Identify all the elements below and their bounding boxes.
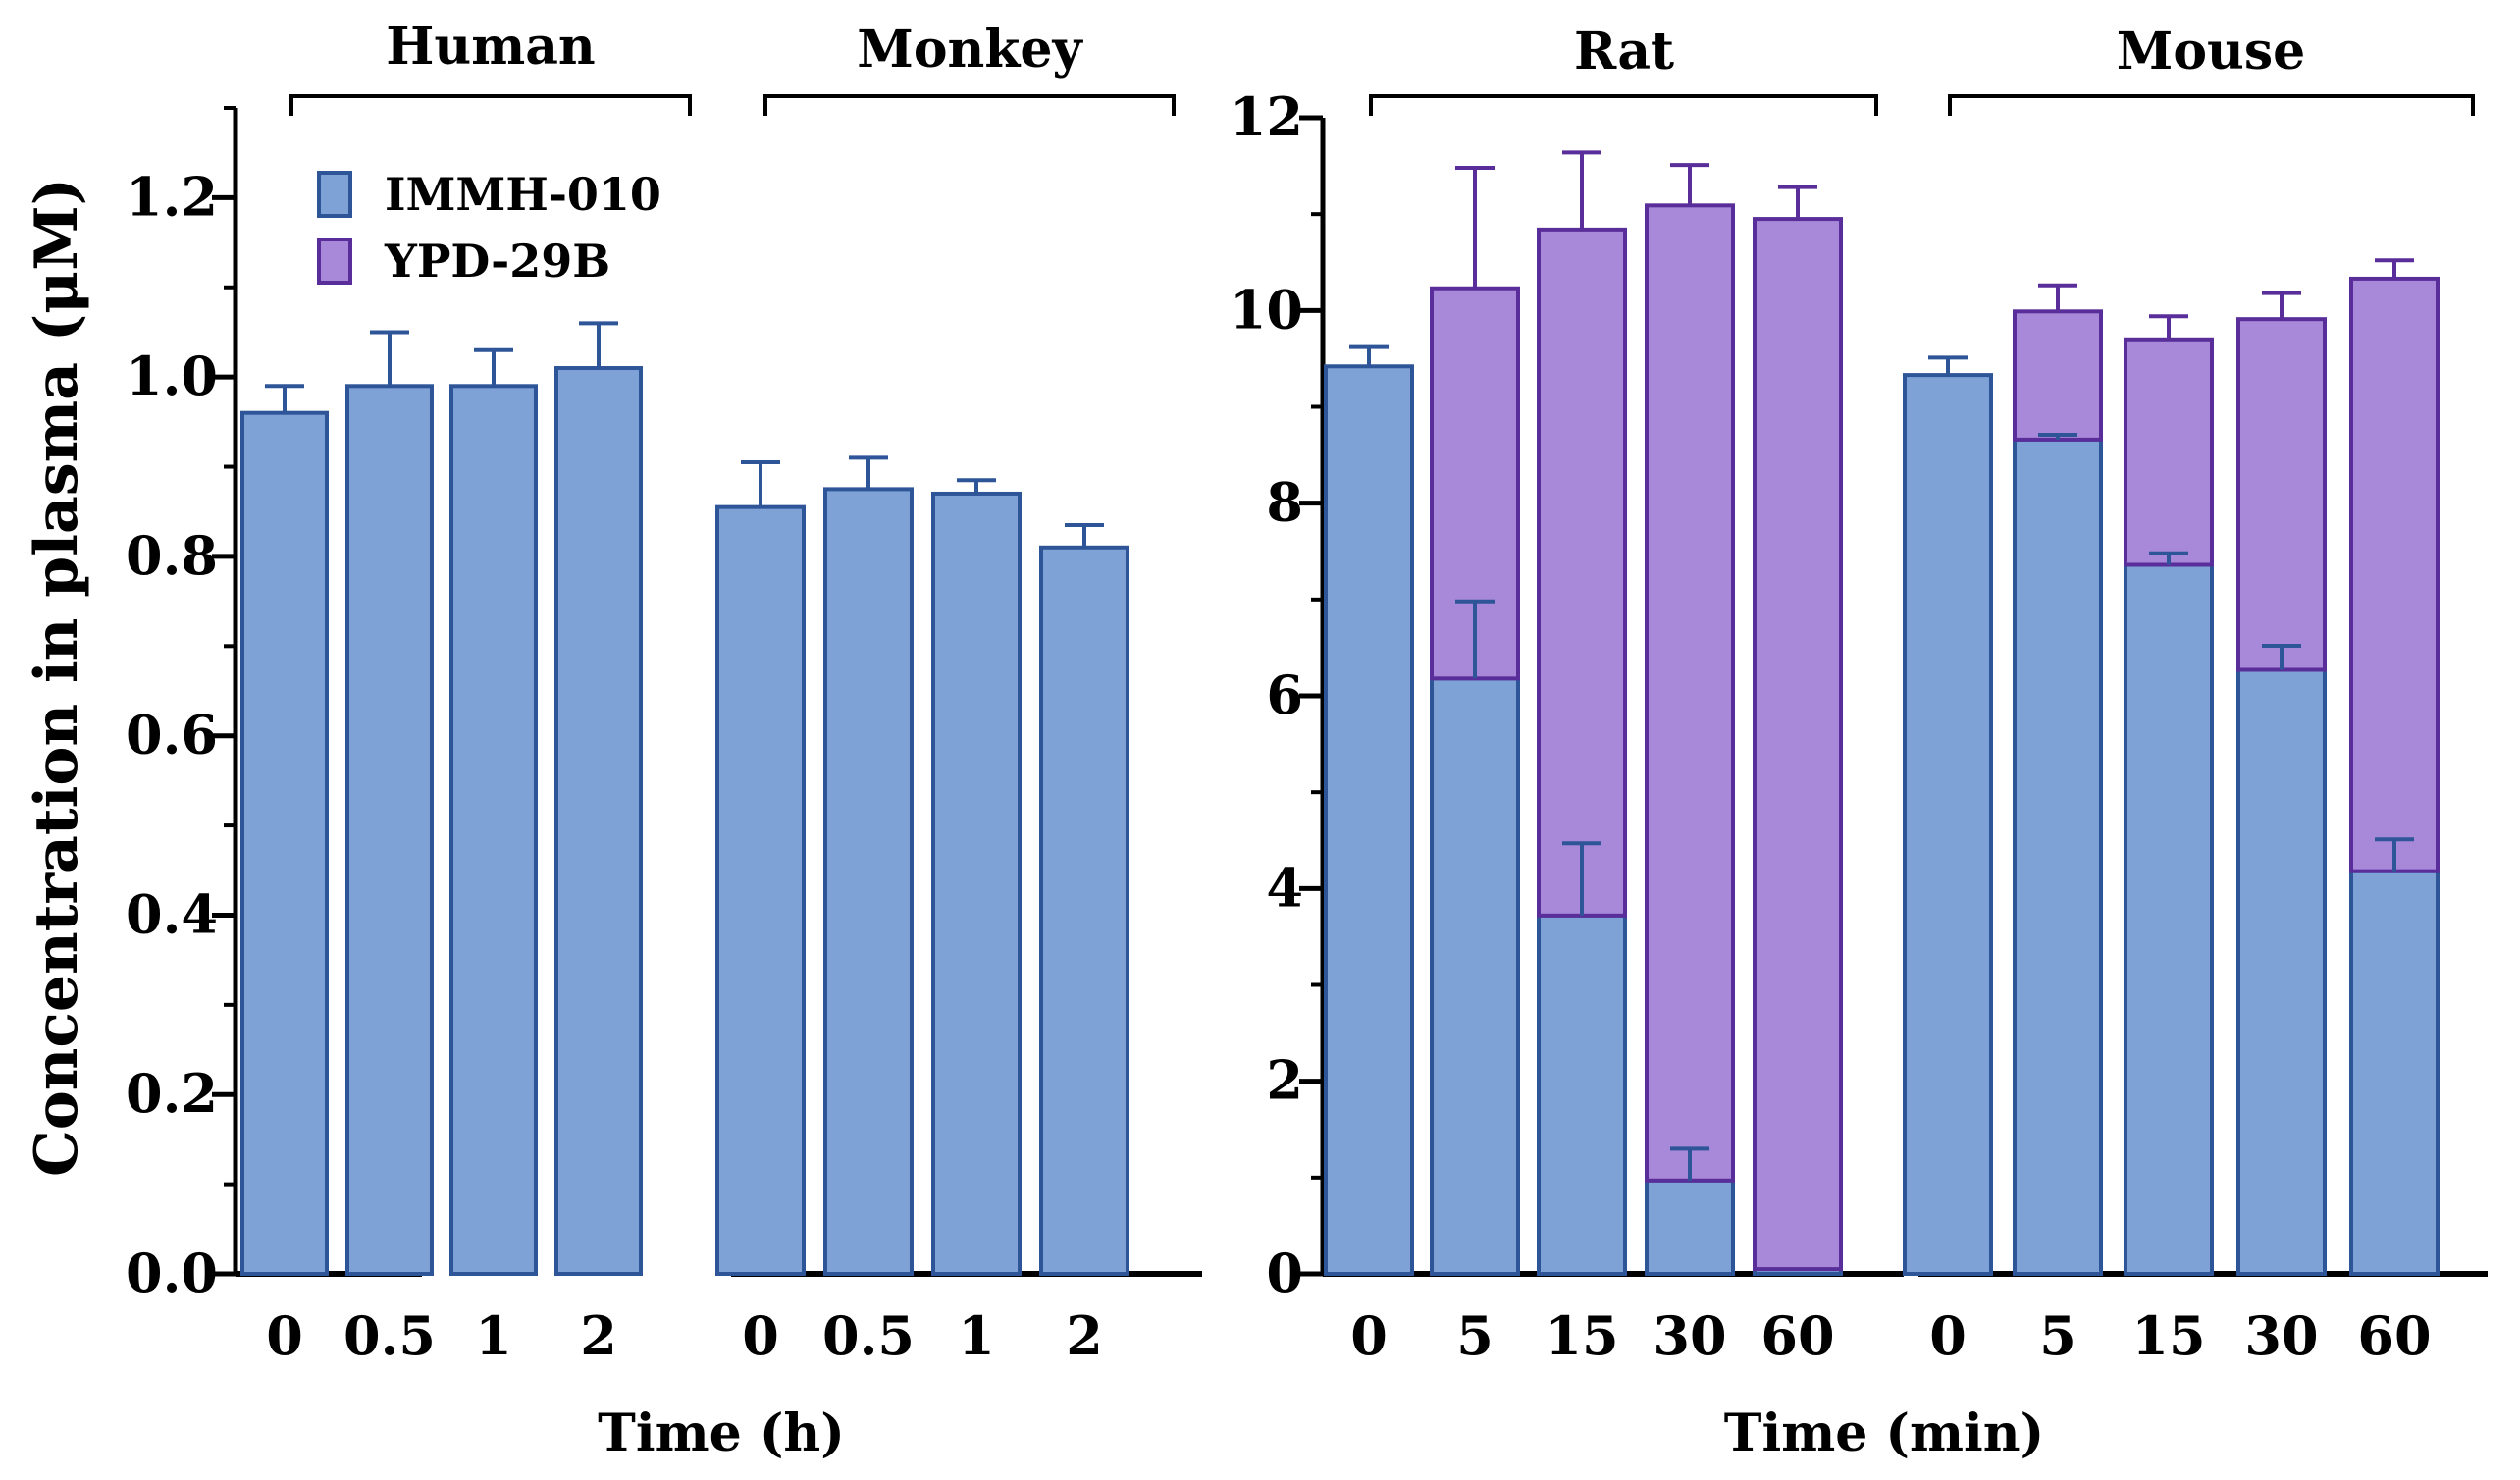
y-tick-label: 0.4 [126, 882, 218, 945]
group-bracket [763, 94, 1176, 116]
x-tick-label: 60 [1760, 1304, 1834, 1367]
y-tick-label: 8 [1266, 471, 1303, 534]
legend-swatch-immh [317, 171, 352, 218]
bar-immh [554, 366, 643, 1276]
legend-label: YPD-29B [384, 235, 610, 288]
x-tick-label: 0 [742, 1304, 779, 1367]
x-tick-label: 0 [1929, 1304, 1967, 1367]
x-tick-label: 30 [2244, 1304, 2318, 1367]
error-bars-layer [265, 150, 2414, 1181]
bar-immh [2124, 562, 2214, 1276]
y-tick-label: 0.0 [126, 1242, 218, 1304]
y-tick-label: 10 [1230, 278, 1303, 341]
bar-ypd [1537, 227, 1627, 918]
bar-immh [1645, 1178, 1735, 1276]
y-tick-label: 2 [1266, 1049, 1303, 1112]
group-bracket [289, 94, 692, 116]
y-tick-label: 0.6 [126, 704, 218, 766]
bar-immh [1430, 676, 1520, 1276]
y-tick-label: 12 [1230, 85, 1303, 148]
y-tick-label: 1.0 [126, 344, 218, 407]
bar-immh [2236, 667, 2327, 1276]
legend-label: IMMH-010 [385, 168, 661, 221]
x-tick-label: 30 [1653, 1304, 1726, 1367]
x-tick-label: 1 [475, 1304, 512, 1367]
bar-immh [449, 384, 538, 1276]
bar-immh [1039, 545, 1129, 1276]
x-tick-label: 1 [958, 1304, 995, 1367]
bar-immh [931, 491, 1022, 1276]
group-label: Rat [1574, 22, 1674, 81]
bar-immh [1903, 373, 1993, 1277]
group-label: Mouse [2117, 22, 2305, 81]
bar-immh [240, 410, 329, 1276]
y-tick-label: 0.8 [126, 524, 218, 587]
legend-swatch-ypd [317, 238, 352, 285]
x-tick-label: 5 [2039, 1304, 2076, 1367]
group-label: Human [386, 17, 595, 77]
x-tick-label: 0 [1350, 1304, 1388, 1367]
x-tick-label: 15 [1545, 1304, 1618, 1367]
y-axis-title: Concentration in plasma (μM) [23, 178, 91, 1177]
bar-ypd [1645, 203, 1735, 1183]
x-tick-label: 5 [1456, 1304, 1494, 1367]
y-tick-label: 0 [1266, 1242, 1303, 1304]
x-axis-title: Time (min) [1724, 1403, 2044, 1463]
bar-ypd [2236, 317, 2327, 672]
x-tick-label: 60 [2357, 1304, 2431, 1367]
x-tick-label: 0.5 [822, 1304, 915, 1367]
x-axis-title: Time (h) [598, 1403, 845, 1463]
bar-immh [823, 487, 914, 1276]
group-bracket [1948, 94, 2475, 116]
y-tick-label: 6 [1266, 663, 1303, 726]
bar-ypd [1753, 217, 1843, 1272]
legend: IMMH-010 YPD-29B [317, 168, 661, 288]
bar-immh [2013, 437, 2103, 1277]
bar-immh [345, 384, 434, 1276]
group-label: Monkey [857, 20, 1083, 79]
bar-ypd [2124, 337, 2214, 567]
x-tick-label: 0 [266, 1304, 303, 1367]
y-tick-label: 0.2 [126, 1062, 218, 1125]
bars-layer [240, 203, 2440, 1277]
x-tick-label: 15 [2131, 1304, 2205, 1367]
bar-ypd [2013, 309, 2103, 442]
y-tick-label: 4 [1266, 856, 1303, 919]
x-tick-label: 2 [580, 1304, 617, 1367]
group-bracket [1369, 94, 1878, 116]
y-tick-label: 1.2 [126, 165, 218, 228]
bar-immh [2349, 869, 2440, 1276]
bar-immh [715, 504, 806, 1276]
x-tick-label: 0.5 [343, 1304, 436, 1367]
x-tick-label: 2 [1066, 1304, 1103, 1367]
bar-ypd [2349, 276, 2440, 873]
bar-immh [1537, 913, 1627, 1276]
bar-immh [1324, 364, 1414, 1276]
